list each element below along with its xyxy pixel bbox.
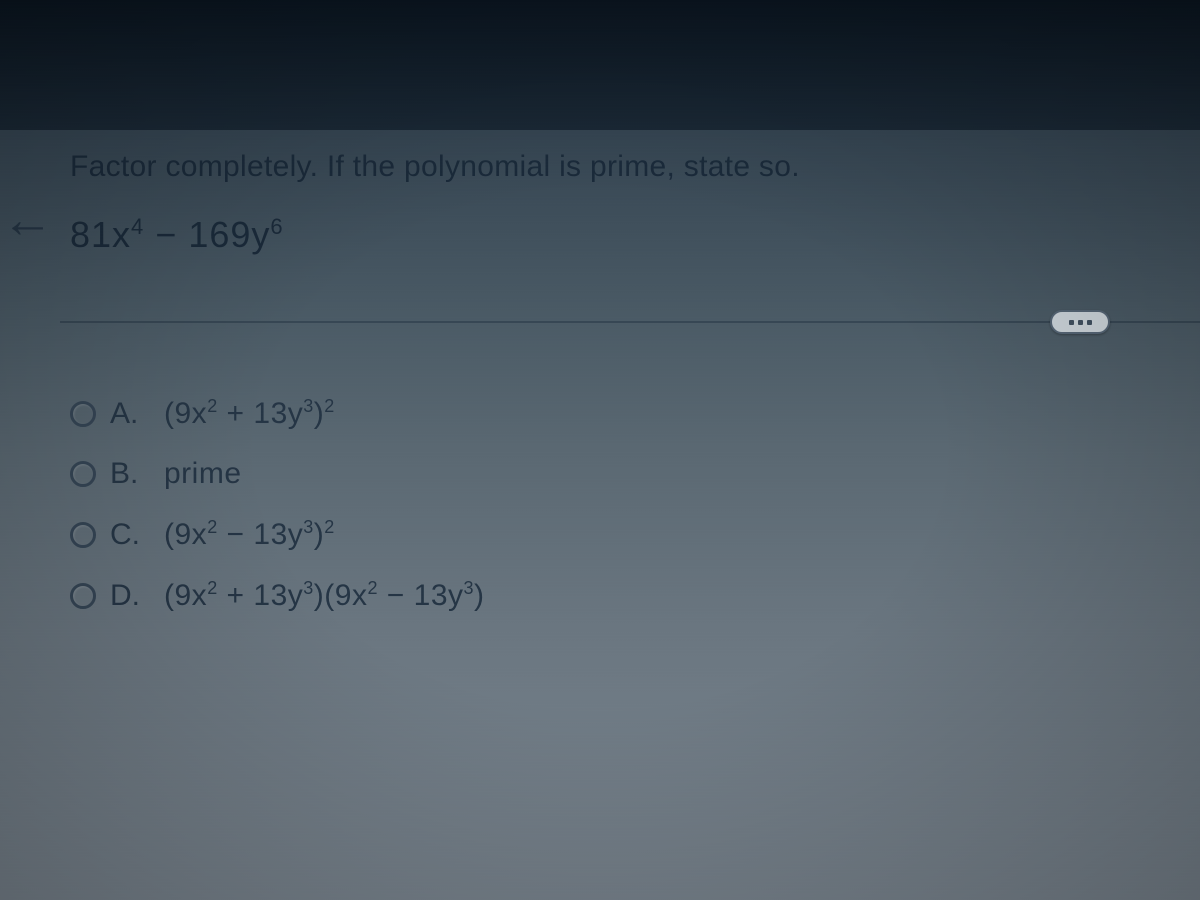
option-letter-d: D. [110,579,150,613]
divider-line [60,321,1200,323]
content-area: ← Factor completely. If the polynomial i… [0,130,1200,613]
dot-icon [1069,320,1074,325]
option-letter-b: B. [110,457,150,491]
question-instruction: Factor completely. If the polynomial is … [70,150,1140,184]
question-expression: 81x4 − 169y6 [70,214,1140,256]
option-text-b: prime [164,457,242,491]
option-text-c: (9x2 − 13y3)2 [164,517,335,552]
dot-icon [1087,320,1092,325]
option-b[interactable]: B. prime [70,457,1200,491]
option-text-a: (9x2 + 13y3)2 [164,396,335,431]
option-letter-a: A. [110,397,150,431]
divider-row [0,306,1200,336]
option-c[interactable]: C. (9x2 − 13y3)2 [70,517,1200,552]
radio-a[interactable] [70,401,96,427]
option-d[interactable]: D. (9x2 + 13y3)(9x2 − 13y3) [70,578,1200,613]
question-block: Factor completely. If the polynomial is … [0,130,1200,256]
radio-b[interactable] [70,461,96,487]
dot-icon [1078,320,1083,325]
answer-options: A. (9x2 + 13y3)2 B. prime C. (9x2 − 13y3… [0,396,1200,613]
option-a[interactable]: A. (9x2 + 13y3)2 [70,396,1200,431]
option-text-d: (9x2 + 13y3)(9x2 − 13y3) [164,578,485,613]
option-letter-c: C. [110,518,150,552]
radio-c[interactable] [70,522,96,548]
top-dark-bar [0,0,1200,130]
radio-d[interactable] [70,583,96,609]
ellipsis-icon[interactable] [1050,310,1110,334]
back-arrow-icon[interactable]: ← [0,175,55,265]
